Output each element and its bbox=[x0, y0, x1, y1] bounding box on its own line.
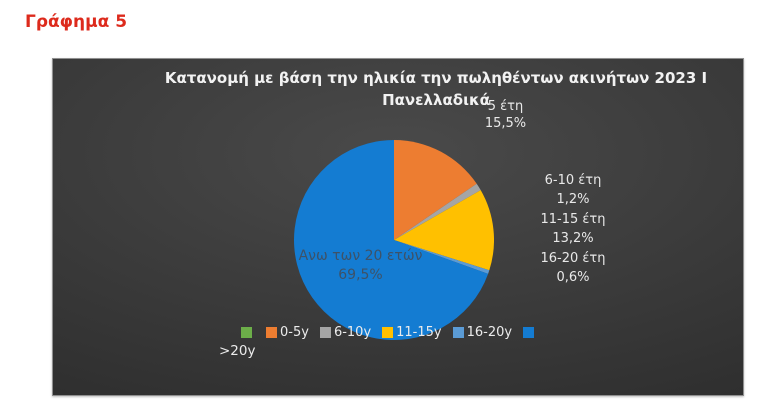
legend-swatch-blue-icon bbox=[523, 327, 535, 338]
legend-item-blue[interactable] bbox=[523, 327, 537, 338]
legend-swatch-yellow-icon bbox=[382, 327, 394, 338]
legend-label-16-20: 16-20y bbox=[466, 325, 513, 340]
legend-item-16-20[interactable]: 16-20y bbox=[452, 325, 513, 340]
data-label-0-5-name: 5 έτη bbox=[487, 99, 524, 114]
legend-item-6-10[interactable]: 6-10y bbox=[319, 325, 372, 340]
legend-label-6-10: 6-10y bbox=[333, 325, 372, 340]
data-label-6-10-pct: 1,2% bbox=[556, 192, 590, 208]
pie-slice-6-10[interactable] bbox=[394, 183, 481, 240]
legend-swatch-gray-icon bbox=[319, 327, 331, 338]
pie-slice-16-20[interactable] bbox=[394, 240, 490, 274]
data-label-11-15-name: 11-15 έτη bbox=[540, 211, 606, 227]
legend-wrapped-label-over-20[interactable]: >20y bbox=[219, 343, 256, 359]
legend-label-0-5: 0-5y bbox=[280, 325, 309, 340]
legend: 0-5y 6-10y 11-15y 16-20y bbox=[241, 325, 537, 340]
legend-swatch-orange-icon bbox=[266, 327, 277, 338]
legend-item-11-15[interactable]: 11-15y bbox=[382, 325, 442, 340]
data-label-16-20-pct: 0,6% bbox=[556, 270, 590, 286]
data-label-16-20-name: 16-20 έτη bbox=[540, 250, 606, 266]
pie-slice-over-20[interactable] bbox=[294, 140, 489, 340]
legend-item-0-5[interactable]: 0-5y bbox=[266, 325, 309, 340]
data-label-over-20-name: Ανω των 20 ετών bbox=[298, 248, 423, 264]
legend-swatch-steelblue-icon bbox=[452, 327, 464, 338]
chart-title: Κατανομή με βάση την ηλικία την πωληθέντ… bbox=[116, 67, 743, 111]
pie-chart[interactable] bbox=[294, 140, 494, 340]
data-label-over-20: Ανω των 20 ετών 69,5% bbox=[288, 247, 433, 285]
data-label-over-20-pct: 69,5% bbox=[338, 267, 383, 283]
chart-title-line-1: Κατανομή με βάση την ηλικία την πωληθέντ… bbox=[164, 69, 708, 87]
pie-slice-11-15[interactable] bbox=[394, 190, 494, 271]
chart-title-line-2: Πανελλαδικά bbox=[382, 91, 490, 109]
data-labels-side: 6-10 έτη 1,2% 11-15 έτη 13,2% 16-20 έτη … bbox=[508, 171, 638, 287]
data-label-6-10-name: 6-10 έτη bbox=[544, 173, 602, 188]
data-label-0-5-pct: 15,5% bbox=[484, 116, 527, 131]
page-title: Γράφημα 5 bbox=[25, 12, 128, 32]
legend-swatch-green-icon bbox=[241, 327, 252, 338]
data-label-0-5: 5 έτη 15,5% bbox=[448, 98, 563, 132]
legend-label-11-15: 11-15y bbox=[396, 325, 442, 340]
legend-item-over-20[interactable] bbox=[241, 327, 255, 338]
data-label-11-15-pct: 13,2% bbox=[552, 231, 594, 247]
pie-slice-0-5[interactable] bbox=[394, 140, 477, 240]
chart-panel[interactable]: Κατανομή με βάση την ηλικία την πωληθέντ… bbox=[52, 58, 744, 396]
